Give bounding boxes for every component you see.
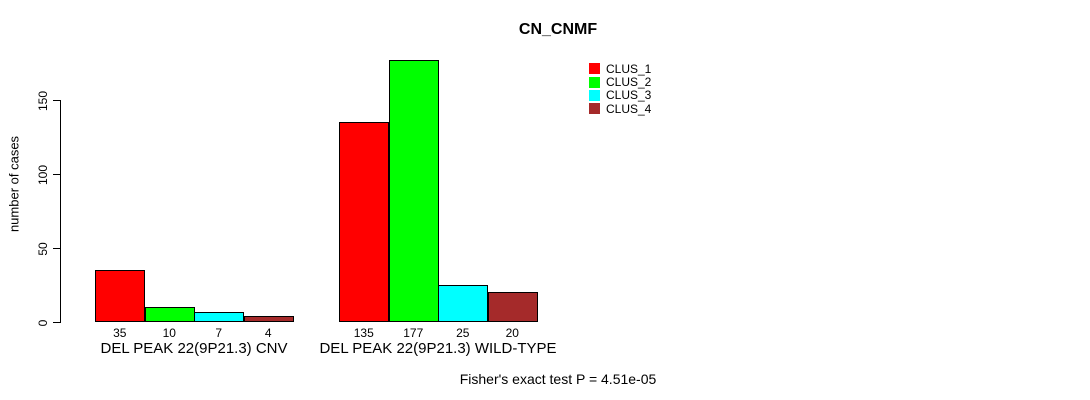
bar-value-label: 10 (162, 326, 176, 340)
legend-item-clus_2: CLUS_2 (589, 75, 652, 90)
legend-item-clus_1: CLUS_1 (589, 61, 652, 76)
y-axis-tick (53, 248, 60, 249)
bar-clus_4-group2 (487, 292, 538, 322)
chart-title: CN_CNMF (518, 21, 598, 38)
y-axis-tick (53, 174, 60, 175)
bar-value-label: 7 (215, 326, 223, 340)
bar-clus_1-group2 (339, 122, 389, 322)
legend-label: CLUS_1 (606, 61, 652, 76)
legend-label: CLUS_3 (606, 88, 652, 103)
legend-swatch-icon (589, 76, 600, 88)
bar-clus_2-group2 (388, 60, 439, 322)
y-axis-tick-label: 50 (36, 241, 50, 256)
bar-value-label: 25 (456, 326, 470, 340)
bar-value-label: 177 (403, 326, 424, 340)
y-axis-tick (53, 100, 60, 101)
y-axis-label: number of cases (6, 135, 22, 233)
y-axis-tick (53, 322, 60, 323)
y-axis-tick-label: 0 (36, 319, 50, 326)
legend: CLUS_1 CLUS_2 CLUS_3 CLUS_4 (589, 62, 651, 116)
legend-item-clus_3: CLUS_3 (589, 88, 652, 103)
bar-clus_1-group1 (95, 270, 145, 322)
y-axis-tick-label: 100 (36, 164, 50, 185)
bar-clus_2-group1 (144, 307, 195, 322)
y-axis-line (60, 100, 61, 323)
bar-value-label: 20 (505, 326, 519, 340)
bar-value-label: 4 (264, 326, 272, 340)
fisher-test-annotation: Fisher's exact test P = 4.51e-05 (459, 371, 657, 387)
bar-clus_3-group1 (194, 311, 244, 322)
legend-label: CLUS_4 (606, 101, 652, 116)
bar-clus_3-group2 (438, 285, 488, 322)
legend-swatch-icon (589, 89, 600, 101)
category-label: DEL PEAK 22(9P21.3) WILD-TYPE (319, 340, 557, 357)
bar-clus_4-group1 (243, 316, 294, 322)
bar-value-label: 35 (113, 326, 127, 340)
y-axis-tick-label: 150 (36, 90, 50, 111)
legend-swatch-icon (589, 63, 600, 75)
legend-swatch-icon (589, 103, 600, 115)
legend-label: CLUS_2 (606, 75, 652, 90)
category-label: DEL PEAK 22(9P21.3) CNV (100, 340, 288, 357)
legend-item-clus_4: CLUS_4 (589, 101, 652, 116)
bar-value-label: 135 (353, 326, 374, 340)
